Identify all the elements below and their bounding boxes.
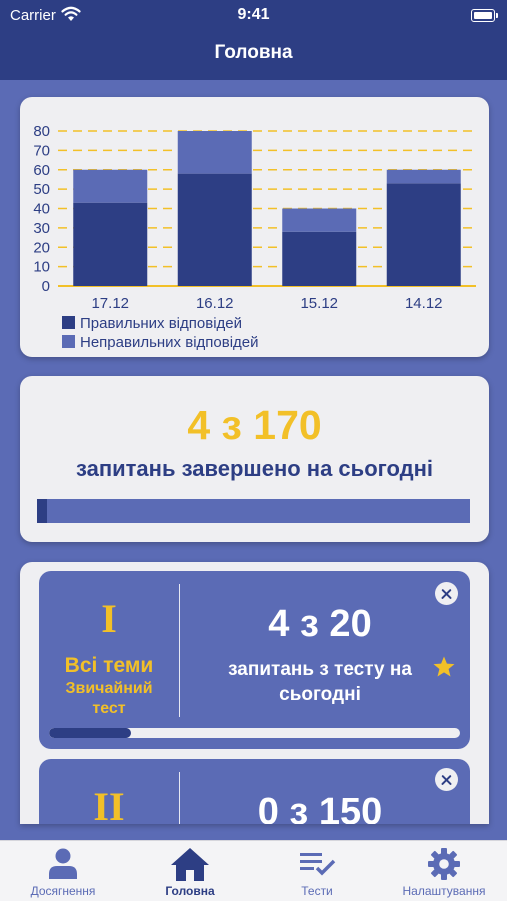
tab-label: Головна — [165, 884, 215, 898]
x-tick-label: 15.12 — [300, 295, 338, 312]
divider — [179, 584, 180, 717]
tab-label: Досягнення — [30, 884, 96, 898]
tab-tests[interactable]: Тести — [254, 841, 380, 901]
person-icon — [0, 847, 126, 884]
carrier-label: Carrier — [10, 7, 56, 24]
battery-icon — [471, 9, 498, 22]
legend-label: Правильних відповідей — [80, 315, 242, 332]
test-numeral: I — [101, 596, 117, 641]
bar-correct — [282, 231, 357, 286]
tab-achievements[interactable]: Досягнення — [0, 841, 126, 901]
x-tick-label: 17.12 — [91, 295, 129, 312]
tab-bar: Досягнення Головна Тести — [0, 840, 507, 901]
navigation-bar: Головна — [0, 32, 507, 80]
y-tick-label: 40 — [33, 201, 50, 218]
bar-correct — [177, 173, 252, 286]
home-icon — [127, 847, 253, 886]
daily-progress-fill — [37, 499, 48, 523]
bar-incorrect — [73, 169, 148, 203]
page-title: Головна — [214, 42, 293, 63]
checklist-icon — [254, 847, 380, 884]
x-tick-label: 14.12 — [405, 295, 443, 312]
x-tick-label: 16.12 — [196, 295, 234, 312]
tab-home[interactable]: Головна — [127, 841, 253, 901]
test-numeral: II — [93, 784, 125, 824]
test-progress-fill — [49, 728, 132, 738]
y-tick-label: 0 — [42, 278, 50, 295]
daily-label: запитань завершено на сьогодні — [75, 456, 434, 481]
bar-incorrect — [177, 131, 252, 174]
star-icon[interactable] — [432, 655, 456, 679]
tab-label: Тести — [301, 884, 333, 898]
clock: 9:41 — [237, 6, 270, 23]
y-tick-label: 20 — [33, 239, 50, 256]
test-item[interactable]: II 0 з 150 — [39, 759, 470, 824]
y-tick-label: 10 — [33, 259, 50, 276]
wifi-icon — [61, 6, 81, 27]
test-description: запитань з тесту на сьогодні — [228, 659, 412, 705]
close-icon[interactable] — [435, 768, 458, 791]
answers-chart-card: 0 10 20 30 40 50 60 70 80 17.12 16.12 15.12 14.12 Пра… — [20, 97, 489, 357]
gear-icon — [381, 847, 507, 886]
bar-correct — [386, 183, 461, 286]
test-count: 0 з 150 — [257, 791, 383, 824]
y-tick-label: 30 — [33, 220, 50, 237]
y-tick-label: 50 — [33, 181, 50, 198]
legend-swatch — [62, 335, 75, 348]
status-bar: Carrier 9:41 — [0, 0, 507, 32]
divider — [179, 772, 180, 824]
legend-swatch — [62, 316, 75, 329]
legend-label: Неправильних відповідей — [80, 334, 259, 351]
test-mode: Звичайний тест — [65, 680, 153, 717]
bar-incorrect — [282, 208, 357, 232]
y-tick-label: 70 — [33, 142, 50, 159]
test-item[interactable]: I Всі теми Звичайний тест 4 з 20 запитан… — [39, 571, 470, 749]
tab-settings[interactable]: Налаштування — [381, 841, 507, 901]
answers-chart: 0 10 20 30 40 50 60 70 80 17.12 16.12 15.12 14.12 Пра… — [33, 123, 476, 351]
y-tick-label: 60 — [33, 162, 50, 179]
tests-card: I Всі теми Звичайний тест 4 з 20 запитан… — [20, 562, 489, 824]
y-tick-label: 80 — [33, 123, 50, 140]
daily-count: 4 з 170 — [187, 402, 322, 448]
close-icon[interactable] — [435, 582, 458, 605]
bar-correct — [73, 202, 148, 286]
test-progress-bar — [49, 728, 460, 738]
tab-label: Налаштування — [402, 884, 486, 898]
test-count: 4 з 20 — [268, 603, 372, 645]
daily-progress-bar — [37, 499, 470, 523]
bar-incorrect — [386, 169, 461, 184]
daily-progress-card: 4 з 170 запитань завершено на сьогодні — [20, 376, 489, 542]
test-topic: Всі теми — [64, 654, 154, 677]
